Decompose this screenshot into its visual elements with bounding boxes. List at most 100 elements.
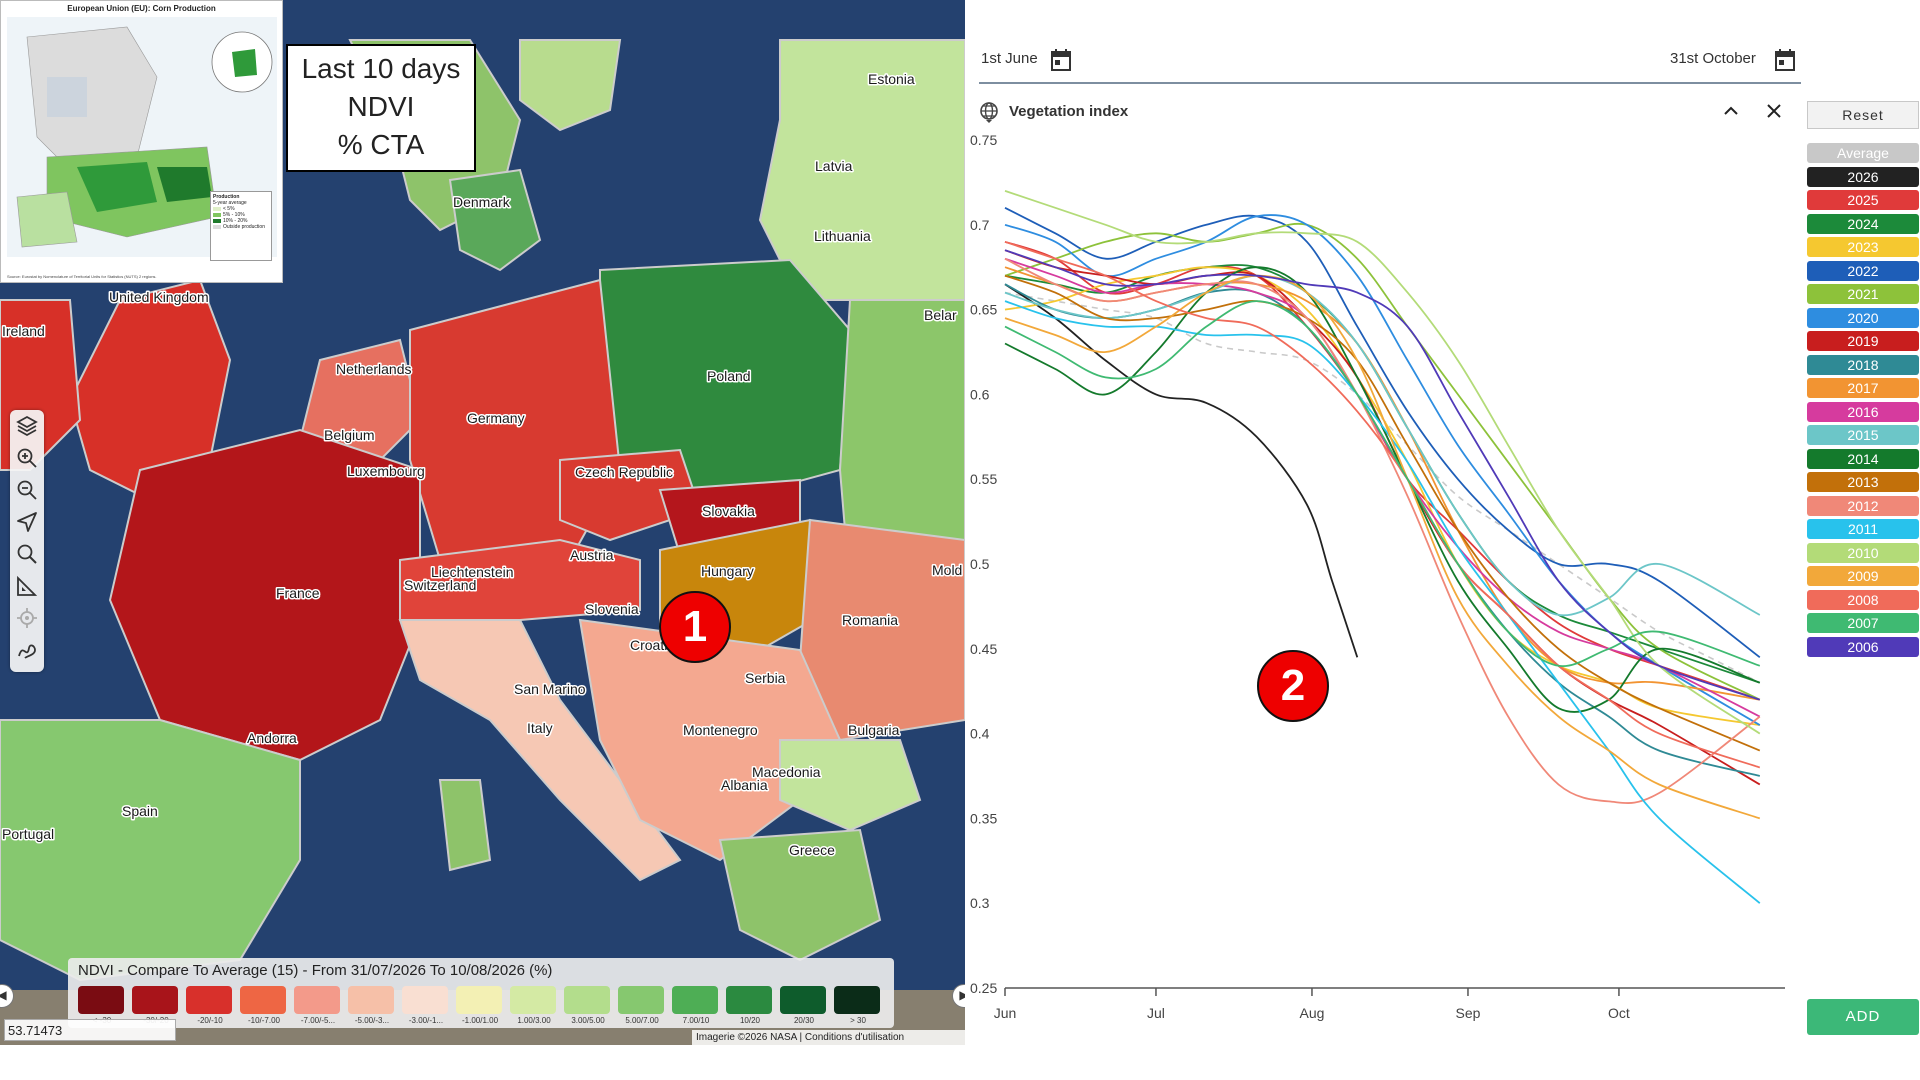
map-legend-label: 7.00/10 — [682, 1016, 710, 1025]
series-line-2013[interactable] — [1004, 274, 1761, 752]
year-toggle-2021[interactable]: 2021 — [1807, 284, 1919, 304]
country-label-slovenia: Slovenia — [585, 601, 639, 617]
y-tick-label: 0.65 — [970, 302, 997, 318]
country-label-liechtenstein: Liechtenstein — [431, 564, 514, 580]
y-tick-label: 0.4 — [970, 726, 990, 742]
coordinate-readout: 53.71473 — [4, 1019, 176, 1041]
chevron-up-icon[interactable] — [1722, 102, 1740, 120]
year-toggle-2010[interactable]: 2010 — [1807, 542, 1919, 563]
map-legend-label: 10/20 — [739, 1016, 761, 1025]
inset-source-note: Source: Eurostat by Nomenclature of Terr… — [7, 274, 157, 279]
map-attribution[interactable]: Imagerie ©2026 NASA | Conditions d'utili… — [692, 1030, 965, 1045]
series-line-2008[interactable] — [1004, 240, 1761, 769]
year-toggle-2008[interactable]: 2008 — [1807, 589, 1919, 610]
series-line-average[interactable] — [1004, 291, 1761, 684]
year-toggle-2019[interactable]: 2019 — [1807, 331, 1919, 351]
panel-title: Vegetation index — [1009, 103, 1129, 120]
map-legend-item: -7.00/-5... — [294, 986, 342, 1025]
annotation-line-index: NDVI — [347, 91, 415, 122]
series-line-2007[interactable] — [1004, 300, 1761, 668]
inset-legend-item: Outside production — [213, 224, 269, 230]
year-toggle-average[interactable]: Average — [1807, 143, 1919, 163]
map-legend-swatch — [348, 986, 394, 1014]
map-legend-swatch — [78, 986, 124, 1014]
calendar-icon[interactable] — [1051, 49, 1071, 71]
x-tick-label: Jun — [994, 1005, 1017, 1021]
series-line-2012[interactable] — [1004, 257, 1761, 805]
series-line-2006[interactable] — [1004, 249, 1761, 701]
series-line-2015[interactable] — [1004, 274, 1761, 617]
calendar-icon[interactable] — [1775, 49, 1795, 71]
y-tick-label: 0.35 — [970, 810, 997, 826]
search-icon[interactable] — [15, 542, 39, 566]
add-button[interactable]: ADD — [1807, 999, 1919, 1035]
map-legend-swatch — [186, 986, 232, 1014]
map-view[interactable]: Estonia Latvia Denmark Lithuania United … — [0, 0, 965, 1045]
year-toggle-2024[interactable]: 2024 — [1807, 213, 1919, 234]
year-toggle-2011[interactable]: 2011 — [1807, 519, 1919, 539]
series-line-2021[interactable] — [1004, 222, 1761, 701]
country-label-andorra: Andorra — [247, 730, 297, 746]
country-label-netherlands: Netherlands — [336, 361, 412, 377]
year-toggle-2022[interactable]: 2022 — [1807, 260, 1919, 281]
zoom-out-icon[interactable] — [15, 478, 39, 502]
year-toggle-2017[interactable]: 2017 — [1807, 378, 1919, 398]
series-line-2010[interactable] — [1004, 190, 1761, 735]
map-legend-swatch — [834, 986, 880, 1014]
navigate-icon[interactable] — [15, 510, 39, 534]
series-line-2022[interactable] — [1004, 206, 1761, 659]
reset-button[interactable]: Reset — [1807, 101, 1919, 129]
series-line-2011[interactable] — [1004, 300, 1761, 904]
layers-icon[interactable] — [15, 414, 39, 438]
vegetation-index-chart: 0.250.30.350.40.450.50.550.60.650.70.75 … — [970, 132, 1785, 1021]
draw-icon[interactable] — [15, 638, 39, 662]
year-toggle-2014[interactable]: 2014 — [1807, 448, 1919, 469]
year-toggle-2013[interactable]: 2013 — [1807, 472, 1919, 492]
y-tick-label: 0.25 — [970, 980, 997, 996]
year-toggle-2015[interactable]: 2015 — [1807, 425, 1919, 445]
country-label-hungary: Hungary — [701, 563, 754, 579]
year-toggle-2020[interactable]: 2020 — [1807, 307, 1919, 328]
inset-legend-item: 10% - 20% — [213, 218, 269, 224]
map-legend-swatch — [456, 986, 502, 1014]
year-toggle-2018[interactable]: 2018 — [1807, 354, 1919, 375]
year-toggle-2016[interactable]: 2016 — [1807, 401, 1919, 422]
map-legend-item: -10/-7.00 — [240, 986, 288, 1025]
map-legend-label: 20/30 — [793, 1016, 815, 1025]
date-range-slider-track[interactable] — [979, 82, 1801, 84]
annotation-textbox: Last 10 days NDVI % CTA — [286, 44, 476, 172]
country-label-france: France — [276, 585, 320, 601]
year-toggle-2009[interactable]: 2009 — [1807, 566, 1919, 586]
country-label-luxembourg: Luxembourg — [347, 463, 425, 479]
close-icon[interactable] — [1765, 102, 1783, 120]
year-toggle-2023[interactable]: 2023 — [1807, 237, 1919, 257]
callout-marker-1: 1 — [659, 591, 731, 663]
year-toggle-2012[interactable]: 2012 — [1807, 495, 1919, 516]
country-label-albania: Albania — [721, 777, 768, 793]
map-legend-item: 7.00/10 — [672, 986, 720, 1025]
series-line-2026[interactable] — [1004, 283, 1359, 658]
series-line-2023[interactable] — [1004, 266, 1760, 726]
series-line-2017[interactable] — [1004, 266, 1760, 701]
year-toggle-2025[interactable]: 2025 — [1807, 190, 1919, 210]
series-line-2014[interactable] — [1004, 266, 1761, 713]
series-line-2009[interactable] — [1004, 274, 1761, 820]
zoom-in-icon[interactable] — [15, 446, 39, 470]
year-toggle-2026[interactable]: 2026 — [1807, 166, 1919, 187]
measure-icon[interactable] — [15, 574, 39, 598]
inset-legend-title: Production — [213, 194, 240, 200]
map-legend-label: 5.00/7.00 — [625, 1016, 659, 1025]
x-tick-label: Oct — [1608, 1005, 1630, 1021]
map-legend: NDVI - Compare To Average (15) - From 31… — [68, 958, 894, 1028]
map-legend-label: -7.00/-5... — [300, 1016, 336, 1025]
country-label-belgium: Belgium — [324, 427, 375, 443]
inset-legend-item: < 5% — [213, 206, 269, 212]
country-label-romania: Romania — [842, 612, 898, 628]
year-toggle-2006[interactable]: 2006 — [1807, 636, 1919, 657]
year-toggle-2007[interactable]: 2007 — [1807, 613, 1919, 633]
country-label-portugal: Portugal — [2, 826, 54, 842]
locate-icon[interactable] — [15, 606, 39, 630]
vegetation-index-header: Vegetation index — [975, 96, 1790, 126]
map-legend-item: -5.00/-3... — [348, 986, 396, 1025]
map-legend-label: -10/-7.00 — [247, 1016, 281, 1025]
